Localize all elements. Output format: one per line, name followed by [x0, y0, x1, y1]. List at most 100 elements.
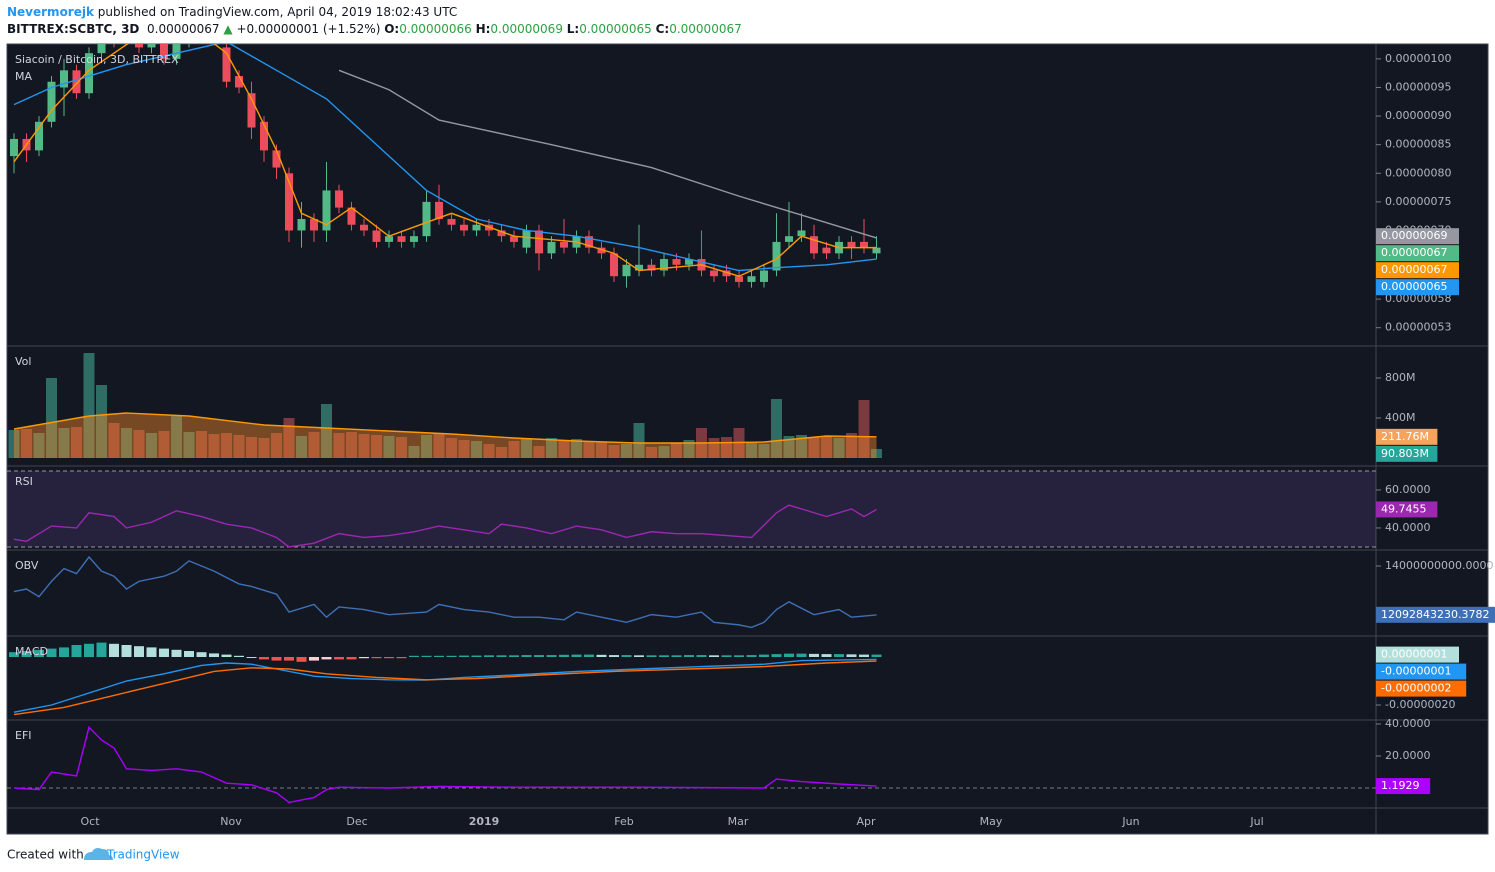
candle-body: [560, 241, 568, 248]
macd-histogram-bar: [659, 655, 669, 657]
y-tick-label: 40.0000: [1385, 521, 1431, 534]
volume-bar: [796, 435, 807, 458]
l-label: L:: [566, 22, 580, 36]
candle-body: [760, 270, 768, 282]
macd-histogram-bar: [646, 655, 657, 657]
x-tick-label: Jun: [1121, 815, 1139, 828]
volume-bar: [21, 429, 32, 458]
header-line-2: BITTREX:SCBTC, 3D 0.00000067 ▲ +0.000000…: [7, 22, 742, 36]
candle-body: [497, 230, 506, 237]
y-tick-label: 0.00000053: [1385, 321, 1451, 334]
candle-body: [235, 76, 243, 88]
volume-bar: [746, 443, 757, 458]
candle-body: [135, 44, 143, 48]
macd-histogram-bar: [596, 654, 607, 657]
last-price: 0.00000067: [147, 22, 220, 36]
macd-histogram-bar: [521, 655, 532, 657]
candle-body: [635, 264, 643, 271]
y-tick-label: 60.0000: [1385, 483, 1431, 496]
logo-cloud: [84, 848, 113, 860]
pane-title: OBV: [15, 559, 39, 572]
indicator-line: [13, 412, 877, 444]
macd-histogram-bar: [134, 646, 144, 657]
macd-histogram-bar: [321, 657, 332, 660]
candle-body: [660, 259, 668, 271]
volume-bar: [808, 437, 820, 458]
volume-bar: [783, 436, 795, 458]
volume-bar: [821, 436, 832, 458]
pane: [7, 725, 1376, 804]
y-tick-label: 0.00000075: [1385, 195, 1451, 208]
candle-body: [360, 224, 368, 231]
published: published on TradingView.com, April 04, …: [97, 5, 458, 19]
candle-body: [735, 276, 743, 282]
candle-body: [610, 253, 618, 277]
candle-body: [285, 173, 293, 231]
candle-body: [172, 44, 181, 59]
volume-bar: [33, 433, 45, 458]
candle-body: [622, 264, 631, 277]
y-tick-label: 0.00000058: [1385, 292, 1451, 305]
price-badge: [1376, 445, 1438, 462]
x-tick-label: Dec: [346, 815, 367, 828]
macd-histogram-bar: [846, 654, 857, 657]
volume-bar: [233, 435, 245, 458]
candle-body: [272, 150, 281, 168]
y-tick-label: 0.00000080: [1385, 166, 1451, 179]
symbol: BITTREX:SCBTC, 3D: [7, 22, 140, 36]
pane: [10, 44, 881, 288]
y-tick-label: 0.00000100: [1385, 52, 1451, 65]
macd-histogram-bar: [859, 654, 869, 657]
candle-body: [85, 53, 93, 94]
macd-histogram-bar: [184, 651, 194, 657]
macd-histogram-bar: [534, 655, 544, 657]
price-badge: [1376, 262, 1459, 279]
macd-histogram-bar: [746, 655, 757, 657]
macd-histogram-bar: [234, 655, 244, 657]
price-badge-label: 0.00000001: [1381, 648, 1447, 661]
macd-histogram-bar: [634, 655, 644, 657]
header-line-1: Nevermorejk published on TradingView.com…: [7, 5, 457, 19]
volume-bar: [258, 438, 270, 458]
author: Nevermorejk: [7, 5, 94, 19]
volume-bar: [708, 438, 720, 458]
macd-histogram-bar: [71, 645, 82, 657]
volume-bar: [108, 423, 120, 458]
price-badge: [1376, 228, 1459, 245]
volume-bar: [583, 441, 595, 458]
volume-bar: [283, 418, 295, 458]
macd-histogram-bar: [821, 654, 832, 657]
volume-bar: [546, 438, 557, 458]
macd-histogram-bar: [684, 655, 694, 657]
price-badge-label: 0.00000065: [1381, 280, 1447, 293]
macd-histogram-bar: [834, 654, 844, 657]
price-badge-label: 90.803M: [1381, 447, 1429, 460]
y-tick-label: 40.0000: [1385, 717, 1431, 730]
pane: [9, 642, 882, 716]
macd-histogram-bar: [721, 655, 732, 657]
indicator-line: [13, 658, 877, 713]
y-tick-label: -0.00000020: [1385, 698, 1455, 711]
y-tick-label: 20.0000: [1385, 749, 1431, 762]
volume-bar: [383, 436, 395, 458]
volume-bar: [171, 416, 182, 458]
volume-bar: [146, 433, 157, 458]
pane-title: EFI: [15, 729, 32, 742]
y-tick-label: 800M: [1385, 371, 1416, 384]
price-badge-label: 49.7455: [1381, 502, 1427, 515]
volume-bar: [608, 445, 620, 458]
pane: [7, 470, 1376, 548]
macd-histogram-bar: [246, 657, 257, 658]
macd-histogram-bar: [196, 652, 207, 657]
o-label: O:: [384, 22, 400, 36]
x-tick-label: 2019: [469, 815, 500, 828]
x-tick-label: Mar: [728, 815, 749, 828]
candle-body: [672, 259, 681, 265]
volume-bar: [71, 427, 82, 458]
candle-body: [510, 236, 518, 242]
candle-body: [522, 230, 531, 248]
candle-body: [10, 138, 18, 157]
volume-bar: [771, 399, 782, 458]
volume-bar: [333, 433, 345, 458]
candle-body: [72, 70, 81, 94]
